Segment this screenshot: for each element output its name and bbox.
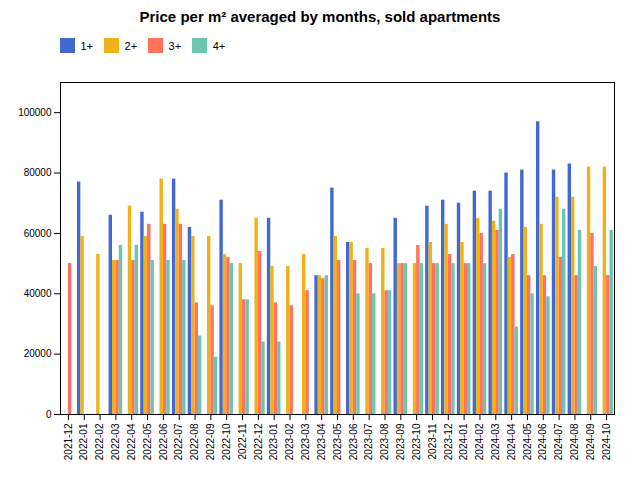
svg-text:2022-12: 2022-12: [253, 423, 264, 460]
svg-text:100000: 100000: [18, 106, 52, 117]
html-text:1+: 1+: [80, 39, 93, 52]
html-text:3+: 3+: [168, 39, 182, 52]
html-text:Price per m² averaged by month: Price per m² averaged by months, sold ap…: [139, 8, 501, 25]
svg-text:2022-06: 2022-06: [158, 423, 169, 460]
svg-text:2023-01: 2023-01: [268, 423, 279, 460]
svg-text:2022-08: 2022-08: [189, 423, 200, 460]
svg-text:2021-12: 2021-12: [63, 423, 74, 460]
svg-text:2023-09: 2023-09: [395, 423, 406, 460]
svg-text:2023-08: 2023-08: [379, 423, 390, 460]
svg-text:20000: 20000: [24, 348, 52, 359]
svg-text:2024-05: 2024-05: [522, 423, 533, 460]
svg-text:40000: 40000: [24, 287, 52, 298]
svg-text:2022-02: 2022-02: [94, 423, 105, 460]
svg-text:2024-09: 2024-09: [585, 423, 596, 460]
svg-text:2022-10: 2022-10: [221, 423, 232, 460]
svg-text:2023-07: 2023-07: [363, 423, 374, 460]
svg-text:2023-06: 2023-06: [348, 423, 359, 460]
svg-text:2022-09: 2022-09: [205, 423, 216, 460]
svg-text:0: 0: [46, 408, 52, 419]
svg-text:2022-07: 2022-07: [173, 423, 184, 460]
svg-text:2024-01: 2024-01: [458, 423, 469, 460]
svg-text:2023-05: 2023-05: [332, 423, 343, 460]
svg-text:2024-02: 2024-02: [474, 423, 485, 460]
svg-text:60000: 60000: [24, 227, 52, 238]
svg-text:2024-03: 2024-03: [490, 423, 501, 460]
svg-text:2023-10: 2023-10: [411, 423, 422, 460]
svg-text:2022-03: 2022-03: [110, 423, 121, 460]
svg-text:2024-07: 2024-07: [553, 423, 564, 460]
svg-text:2023-02: 2023-02: [284, 423, 295, 460]
svg-text:2022-05: 2022-05: [142, 423, 153, 460]
svg-text:80000: 80000: [24, 167, 52, 178]
svg-text:2024-08: 2024-08: [569, 423, 580, 460]
svg-text:2024-06: 2024-06: [537, 423, 548, 460]
svg-text:2023-11: 2023-11: [427, 423, 438, 459]
svg-text:2024-04: 2024-04: [506, 423, 517, 460]
svg-text:2022-11: 2022-11: [237, 423, 248, 459]
svg-text:2023-03: 2023-03: [300, 423, 311, 460]
svg-text:2024-10: 2024-10: [601, 423, 612, 460]
svg-text:2022-01: 2022-01: [78, 423, 89, 460]
html-text:4+: 4+: [212, 39, 226, 52]
svg-text:2022-04: 2022-04: [126, 423, 137, 460]
svg-text:2023-04: 2023-04: [316, 423, 327, 460]
svg-text:2023-12: 2023-12: [443, 423, 454, 460]
html-text:2+: 2+: [124, 39, 138, 52]
